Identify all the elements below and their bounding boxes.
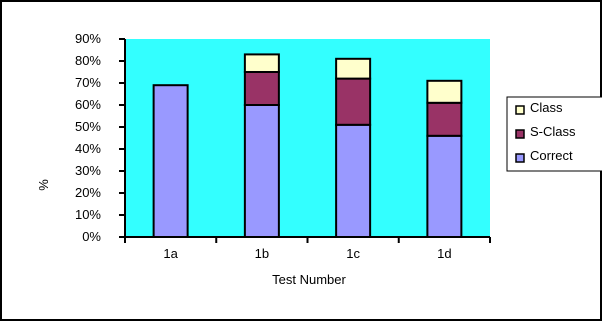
x-tick-label: 1a [163, 246, 178, 261]
y-tick-label: 50% [75, 119, 101, 134]
bar-correct-1d [426, 134, 463, 238]
legend-swatch-correct [515, 153, 525, 163]
y-tick-label: 20% [75, 185, 101, 200]
y-tick-label: 40% [75, 141, 101, 156]
bar-s-class-1c [335, 77, 372, 126]
bar-correct-1a [152, 84, 189, 238]
bar-class-1c [335, 57, 372, 80]
y-tick-label: 30% [75, 163, 101, 178]
y-axis-title: % [36, 179, 51, 191]
bar-class-1d [426, 79, 463, 104]
y-tick-label: 60% [75, 97, 101, 112]
y-tick-label: 70% [75, 75, 101, 90]
legend-label: Class [530, 100, 563, 115]
legend-label: Correct [530, 148, 573, 163]
x-tick-label: 1c [346, 246, 360, 261]
bar-s-class-1b [243, 71, 280, 106]
y-tick-label: 80% [75, 53, 101, 68]
x-tick-label: 1b [255, 246, 269, 261]
y-tick-label: 90% [75, 31, 101, 46]
legend-label: S-Class [530, 124, 576, 139]
y-tick-label: 10% [75, 207, 101, 222]
bar-correct-1c [335, 123, 372, 238]
bar-class-1b [243, 53, 280, 74]
x-axis-title: Test Number [272, 272, 346, 287]
y-tick-label: 0% [82, 229, 101, 244]
bar-s-class-1d [426, 101, 463, 137]
bar-correct-1b [243, 104, 280, 238]
x-tick-label: 1d [437, 246, 451, 261]
legend-swatch-class [515, 105, 525, 115]
legend-swatch-s-class [515, 129, 525, 139]
